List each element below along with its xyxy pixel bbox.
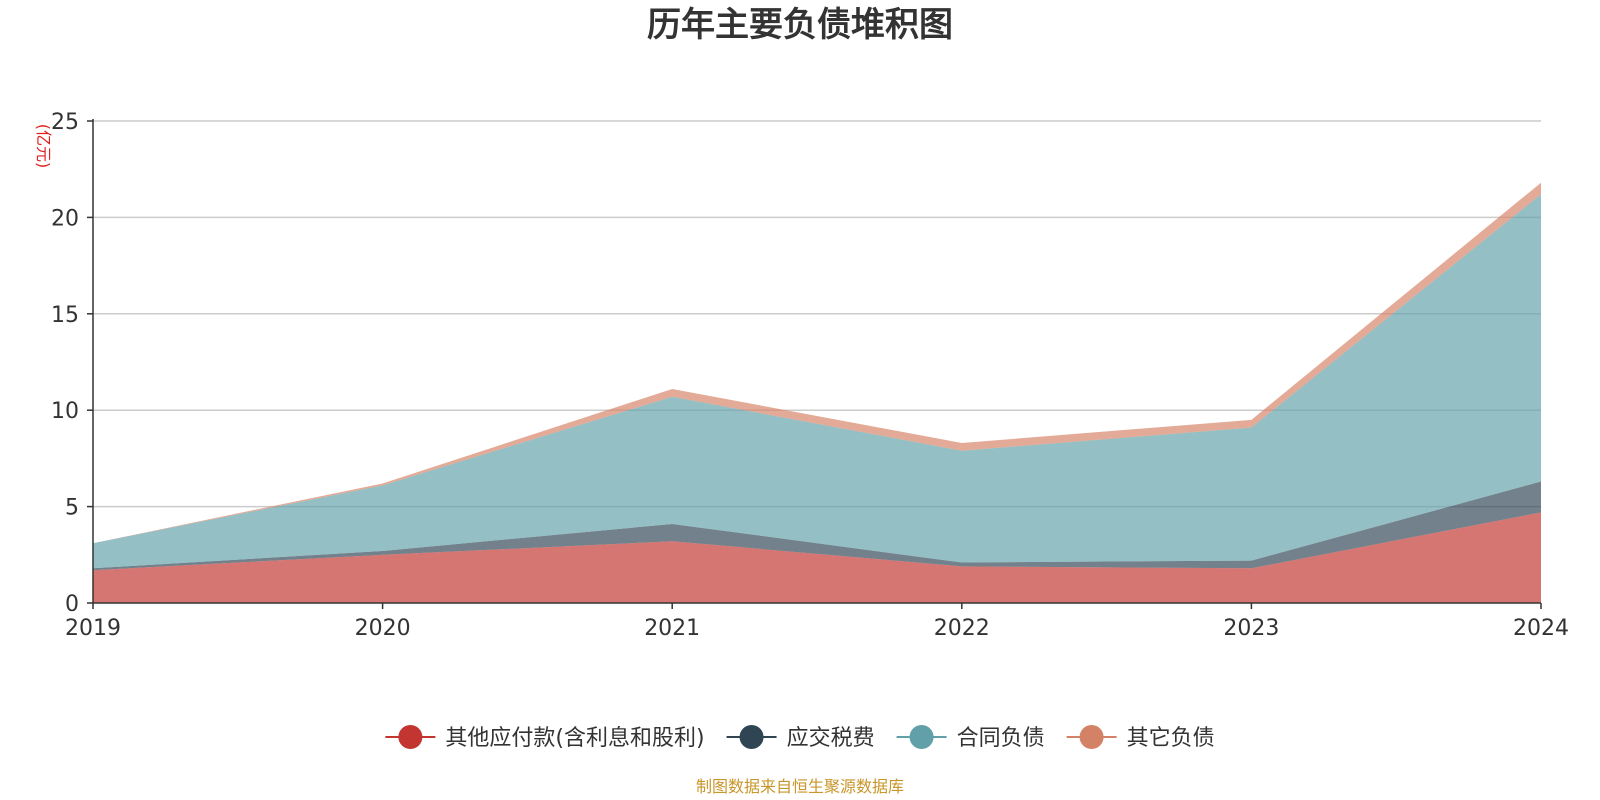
legend-label: 合同负债: [957, 726, 1045, 751]
area-series-3[interactable]: [93, 194, 1541, 569]
area-series-1[interactable]: [93, 512, 1541, 603]
legend-swatch-circle: [909, 725, 934, 749]
legend-label: 其它负债: [1127, 726, 1215, 751]
x-tick-label-2024: 2024: [1513, 616, 1569, 641]
legend-item-1[interactable]: 其他应付款(含利息和股利): [385, 725, 705, 751]
y-tick-label-5: 5: [65, 496, 79, 521]
x-tick-label-2023: 2023: [1223, 616, 1279, 641]
x-tick-label-2022: 2022: [934, 616, 990, 641]
legend-swatch-circle: [739, 725, 764, 749]
legend-label: 其他应付款(含利息和股利): [445, 726, 704, 751]
area-series-2[interactable]: [93, 481, 1541, 571]
legend-item-2[interactable]: 应交税费: [726, 725, 875, 751]
y-axis-ticks: 0 5 10 15 20 25: [51, 110, 93, 617]
x-tick-label-2020: 2020: [355, 616, 411, 641]
legend-item-4[interactable]: 其它负债: [1066, 725, 1215, 751]
legend-item-3[interactable]: 合同负债: [896, 725, 1045, 751]
legend-label: 应交税费: [787, 726, 875, 751]
series-areas: [93, 182, 1541, 603]
legend[interactable]: 其他应付款(含利息和股利) 应交税费 合同负债 其它负债: [385, 725, 1215, 751]
y-axis-unit-label: (亿元): [34, 124, 53, 169]
y-tick-label-0: 0: [65, 592, 79, 617]
axes: [92, 119, 1541, 604]
y-tick-label-20: 20: [51, 206, 79, 231]
source-note: 制图数据来自恒生聚源数据库: [696, 777, 904, 796]
legend-swatch-circle: [398, 725, 423, 749]
x-tick-label-2019: 2019: [65, 616, 121, 641]
x-axis-ticks: 2019 2020 2021 2022 2023 2024: [65, 603, 1569, 641]
y-tick-label-10: 10: [51, 399, 79, 424]
y-tick-label-15: 15: [51, 303, 79, 328]
legend-swatch-circle: [1079, 725, 1104, 749]
y-tick-label-25: 25: [51, 110, 79, 135]
x-tick-label-2021: 2021: [644, 616, 700, 641]
chart-title: 历年主要负债堆积图: [647, 5, 953, 45]
